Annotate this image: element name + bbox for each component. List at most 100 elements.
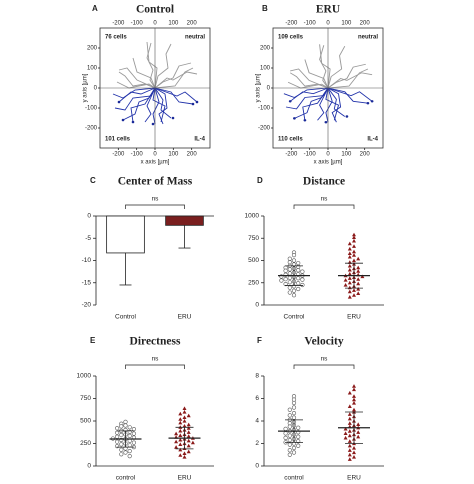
data-point	[182, 415, 187, 419]
data-point	[287, 438, 292, 443]
panel-label: A	[92, 4, 98, 13]
data-point	[352, 244, 356, 248]
data-point	[360, 274, 365, 279]
data-point	[287, 267, 292, 272]
data-point	[356, 277, 361, 281]
panel-title: Center of Mass	[118, 176, 193, 188]
x-axis-label: x axis [µm]	[314, 160, 343, 166]
data-point	[178, 428, 183, 433]
data-point	[127, 443, 132, 448]
data-point	[178, 447, 183, 452]
data-point	[352, 397, 356, 402]
data-point	[347, 404, 352, 408]
data-point	[352, 232, 356, 237]
data-point	[182, 410, 187, 414]
significance-label: ns	[152, 356, 160, 363]
bracket	[125, 364, 185, 369]
data-point	[123, 450, 128, 455]
y-tick-label: -15	[82, 279, 92, 286]
x-tick-label: Control	[284, 314, 306, 321]
data-point	[291, 394, 297, 399]
x-tick-label: 200	[360, 152, 371, 158]
data-point	[291, 405, 297, 410]
significance-bracket: ns	[293, 196, 355, 209]
x-tick-label: ERU	[178, 314, 192, 321]
bar	[165, 215, 204, 226]
data-point	[291, 288, 297, 293]
bracket	[125, 204, 185, 209]
y-tick-label: 250	[80, 440, 91, 447]
data-point	[347, 390, 352, 395]
y-tick-label: -200	[258, 126, 271, 132]
data-point	[287, 260, 292, 265]
data-point	[347, 289, 352, 294]
y-tick-label: 500	[248, 257, 259, 264]
data-point	[283, 277, 288, 282]
data-point	[347, 452, 352, 457]
y-tick-label: 0	[94, 86, 98, 92]
data-point	[190, 440, 195, 445]
y-tick-label: 0	[87, 463, 91, 470]
x-tick-label: 100	[168, 152, 179, 158]
y-tick-label: -20	[82, 302, 92, 309]
data-point	[291, 397, 297, 402]
data-point	[123, 419, 128, 425]
data-point	[356, 434, 361, 439]
data-point	[182, 455, 187, 459]
data-point	[356, 281, 361, 286]
error-bar	[178, 225, 191, 249]
data-point	[296, 286, 301, 292]
data-point	[291, 411, 297, 416]
data-point	[296, 261, 301, 266]
y-tick-label: -100	[85, 106, 98, 112]
data-point	[114, 434, 120, 439]
data-point	[347, 416, 352, 421]
x-tick-label-top: -200	[112, 21, 125, 27]
y-tick-label: -100	[258, 106, 271, 112]
data-point	[296, 443, 301, 448]
quadrant-label: IL-4	[367, 137, 378, 143]
data-point	[347, 241, 352, 246]
data-point	[296, 425, 301, 430]
data-point	[352, 394, 356, 398]
x-tick-label: -200	[112, 152, 125, 158]
quadrant-label: IL-4	[194, 137, 205, 143]
significance-bracket: ns	[293, 356, 355, 369]
data-point	[178, 433, 183, 437]
data-point	[296, 281, 301, 286]
error-bar	[119, 252, 132, 286]
data-point	[178, 417, 183, 421]
x-tick-label: 100	[341, 152, 352, 158]
y-axis-label: y axis [µm]	[83, 73, 89, 102]
data-point	[356, 265, 361, 270]
data-point	[287, 407, 292, 412]
data-point	[352, 253, 356, 257]
data-point	[347, 412, 352, 416]
x-axis-label: x axis [µm]	[141, 160, 170, 166]
x-tick-label-top: 100	[168, 21, 179, 27]
panel-label: E	[90, 336, 96, 345]
panel-label: D	[257, 176, 263, 185]
data-point	[127, 449, 132, 454]
x-tick-label-top: 100	[341, 21, 352, 27]
data-point	[127, 433, 132, 438]
data-point	[178, 453, 183, 457]
y-tick-label: 750	[80, 395, 91, 402]
x-tick-label: Control	[115, 314, 137, 321]
data-point	[119, 424, 124, 429]
quadrant-label: neutral	[358, 35, 378, 41]
data-point	[283, 426, 288, 431]
data-point	[291, 450, 297, 455]
data-point	[186, 426, 191, 430]
data-point	[186, 443, 191, 448]
significance-bracket: ns	[125, 356, 185, 369]
data-point	[356, 269, 361, 273]
data-point	[287, 448, 292, 453]
y-tick-label: 250	[248, 279, 259, 286]
data-point	[347, 439, 352, 443]
bracket	[293, 364, 355, 369]
y-tick-label: -200	[85, 126, 98, 132]
data-point	[347, 457, 352, 461]
data-point	[186, 430, 191, 434]
y-tick-label: 4	[255, 418, 259, 425]
